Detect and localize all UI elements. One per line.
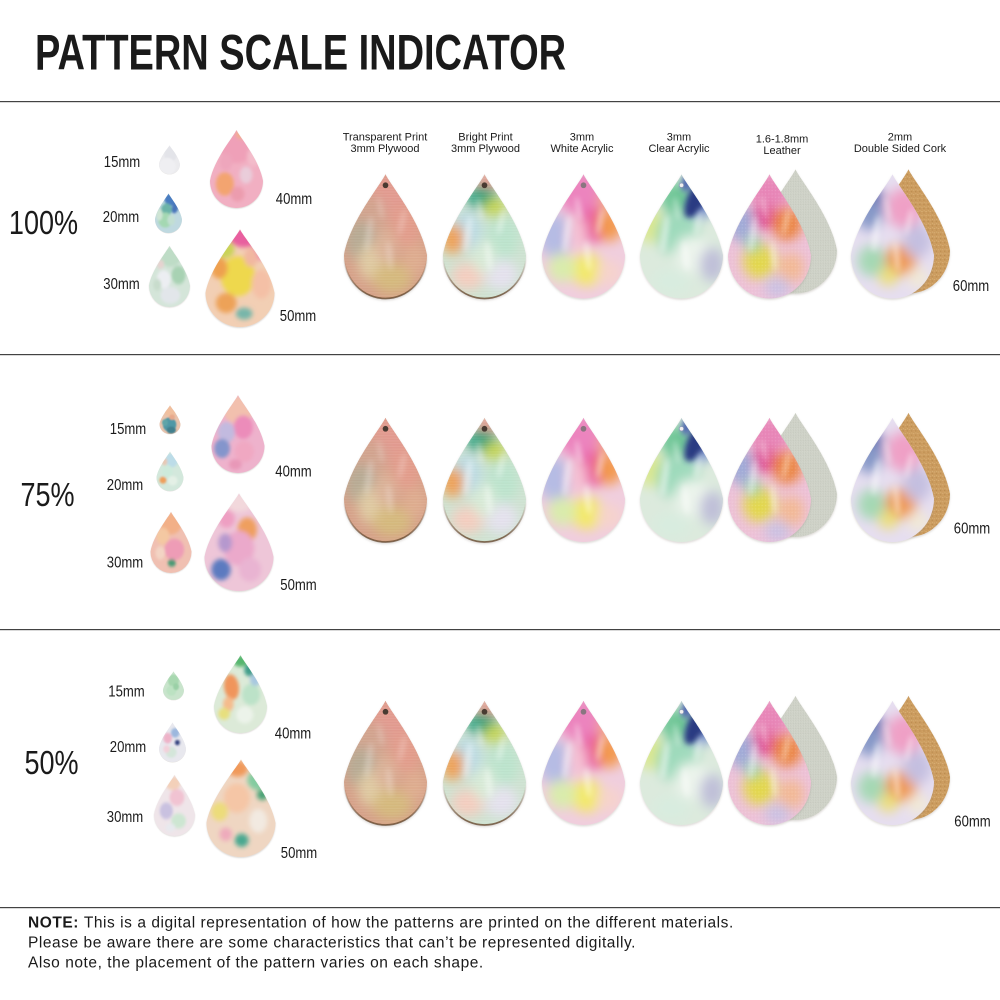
svg-text:15mm: 15mm xyxy=(104,154,140,171)
svg-text:50mm: 50mm xyxy=(281,845,317,862)
svg-text:Transparent Print: Transparent Print xyxy=(343,132,428,144)
svg-text:40mm: 40mm xyxy=(276,191,312,208)
svg-text:60mm: 60mm xyxy=(953,278,989,295)
svg-text:20mm: 20mm xyxy=(107,477,143,494)
svg-text:Leather: Leather xyxy=(763,145,801,157)
svg-text:30mm: 30mm xyxy=(107,554,143,571)
svg-text:50mm: 50mm xyxy=(280,308,316,325)
svg-text:NOTE: This is a digital repres: NOTE: This is a digital representation o… xyxy=(28,915,734,932)
svg-text:Clear Acrylic: Clear Acrylic xyxy=(648,143,710,155)
svg-text:Bright Print: Bright Print xyxy=(458,132,512,144)
svg-text:Please be aware there are some: Please be aware there are some character… xyxy=(28,935,636,952)
svg-text:50mm: 50mm xyxy=(280,577,316,594)
svg-text:30mm: 30mm xyxy=(103,276,139,293)
svg-text:20mm: 20mm xyxy=(110,739,146,756)
svg-text:30mm: 30mm xyxy=(107,809,143,826)
svg-text:75%: 75% xyxy=(20,478,74,514)
svg-text:20mm: 20mm xyxy=(103,209,139,226)
svg-text:60mm: 60mm xyxy=(954,813,990,830)
svg-text:40mm: 40mm xyxy=(275,463,311,480)
svg-text:2mm: 2mm xyxy=(888,132,912,144)
svg-text:PATTERN SCALE INDICATOR: PATTERN SCALE INDICATOR xyxy=(35,26,566,81)
svg-text:15mm: 15mm xyxy=(108,683,144,700)
svg-text:3mm Plywood: 3mm Plywood xyxy=(350,143,419,155)
svg-text:3mm: 3mm xyxy=(667,132,691,144)
svg-text:Double Sided Cork: Double Sided Cork xyxy=(854,143,947,155)
svg-text:1.6-1.8mm: 1.6-1.8mm xyxy=(756,134,809,146)
svg-text:40mm: 40mm xyxy=(275,725,311,742)
svg-text:60mm: 60mm xyxy=(954,520,990,537)
svg-text:15mm: 15mm xyxy=(110,421,146,438)
svg-text:White Acrylic: White Acrylic xyxy=(551,143,614,155)
svg-text:3mm: 3mm xyxy=(570,132,594,144)
svg-text:3mm Plywood: 3mm Plywood xyxy=(451,143,520,155)
svg-text:Also note, the placement of th: Also note, the placement of the pattern … xyxy=(28,955,484,972)
svg-text:50%: 50% xyxy=(24,746,78,782)
svg-text:100%: 100% xyxy=(9,206,78,242)
